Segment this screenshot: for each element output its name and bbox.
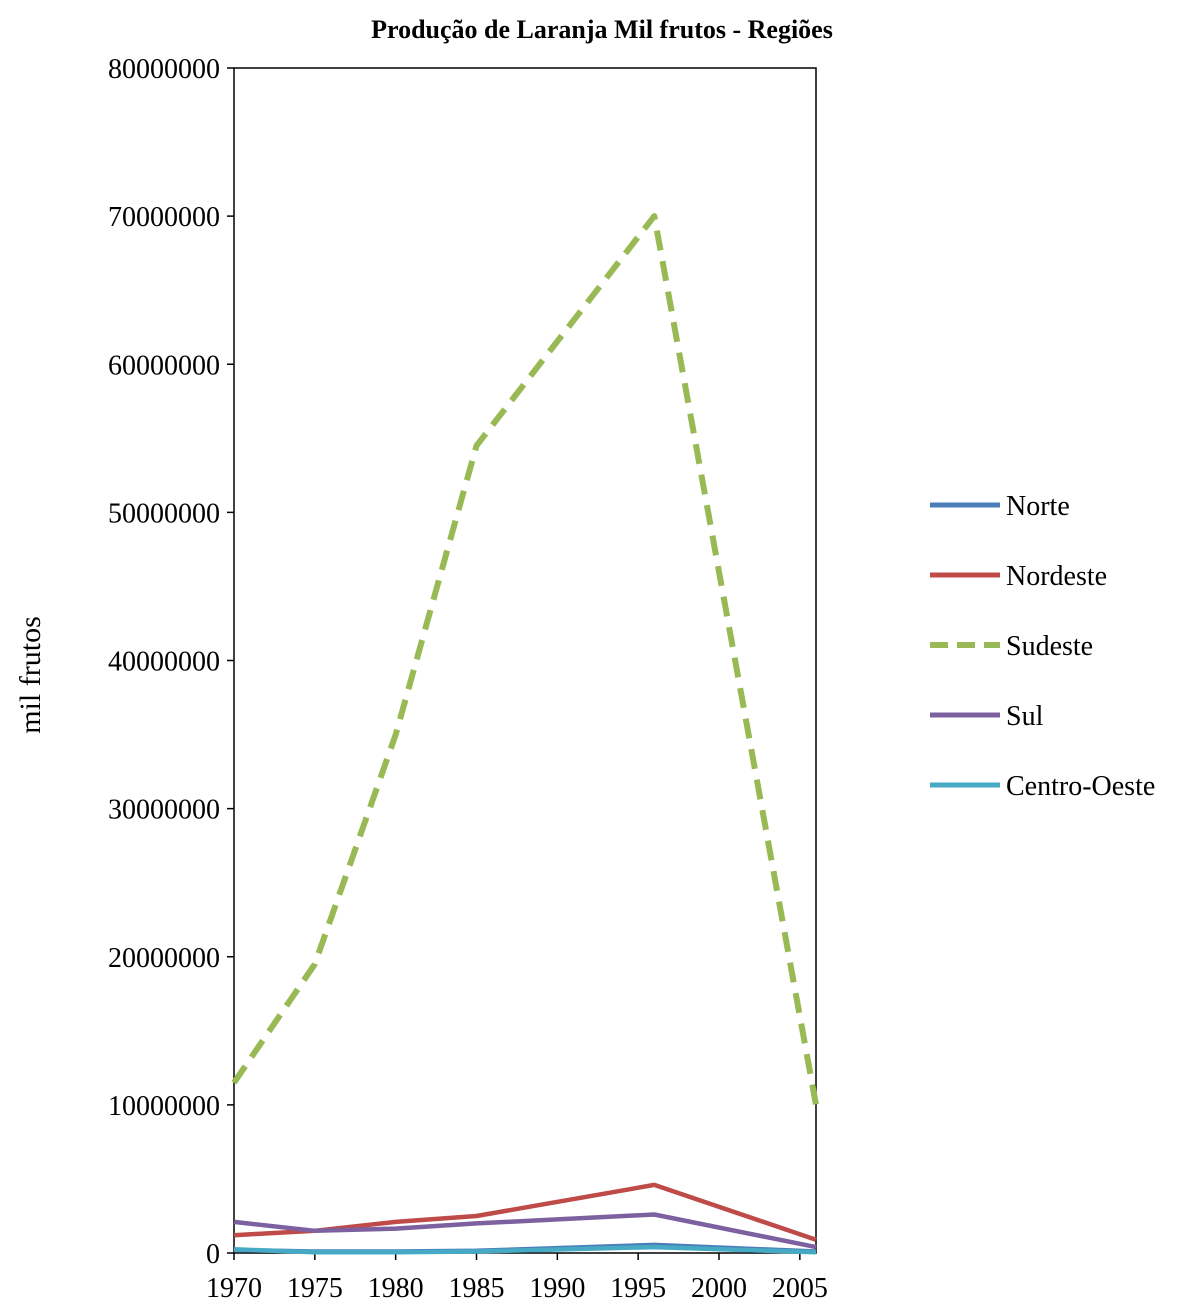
y-axis: 0 10000000 20000000 30000000 40000000 5000000… (108, 54, 234, 1270)
y-tick-label: 40000000 (108, 647, 220, 678)
x-tick-label: 1985 (449, 1273, 505, 1303)
y-axis-label: mil frutos (14, 616, 47, 734)
y-tick-label: 70000000 (108, 202, 220, 233)
x-tick-label: 1970 (206, 1273, 262, 1303)
legend-label: Norte (1006, 491, 1070, 522)
legend-label: Centro-Oeste (1006, 771, 1155, 802)
y-tick-label: 0 (206, 1239, 220, 1270)
y-tick-label: 30000000 (108, 795, 220, 826)
chart-title: Produção de Laranja Mil frutos - Regiões (371, 15, 833, 44)
series-line-sul (233, 1212, 817, 1250)
legend-label: Nordeste (1006, 561, 1107, 592)
x-tick-label: 1980 (368, 1273, 424, 1303)
legend-label: Sudeste (1006, 631, 1093, 662)
x-tick-label: 1995 (610, 1273, 666, 1303)
series-layer (231, 213, 819, 1255)
y-tick-label: 20000000 (108, 943, 220, 974)
x-tick-label: 1975 (287, 1273, 343, 1303)
y-tick-label: 10000000 (108, 1091, 220, 1122)
plot-area-frame (233, 67, 817, 1254)
series-line-sudeste (231, 213, 819, 1106)
legend-label: Sul (1006, 701, 1044, 732)
y-tick-label: 60000000 (108, 350, 220, 381)
x-tick-label: 2005 (772, 1273, 828, 1303)
x-tick-label: 2000 (691, 1273, 747, 1303)
x-tick-label: 1990 (529, 1273, 585, 1303)
legend: Norte Nordeste Sudeste Sul Centro-Oeste (930, 491, 1155, 802)
y-tick-label: 80000000 (108, 54, 220, 85)
series-line-centro-oeste (233, 1244, 817, 1255)
y-tick-label: 50000000 (108, 498, 220, 529)
x-axis: 1970 1975 1980 1985 1990 1995 2000 2005 (206, 1253, 828, 1304)
